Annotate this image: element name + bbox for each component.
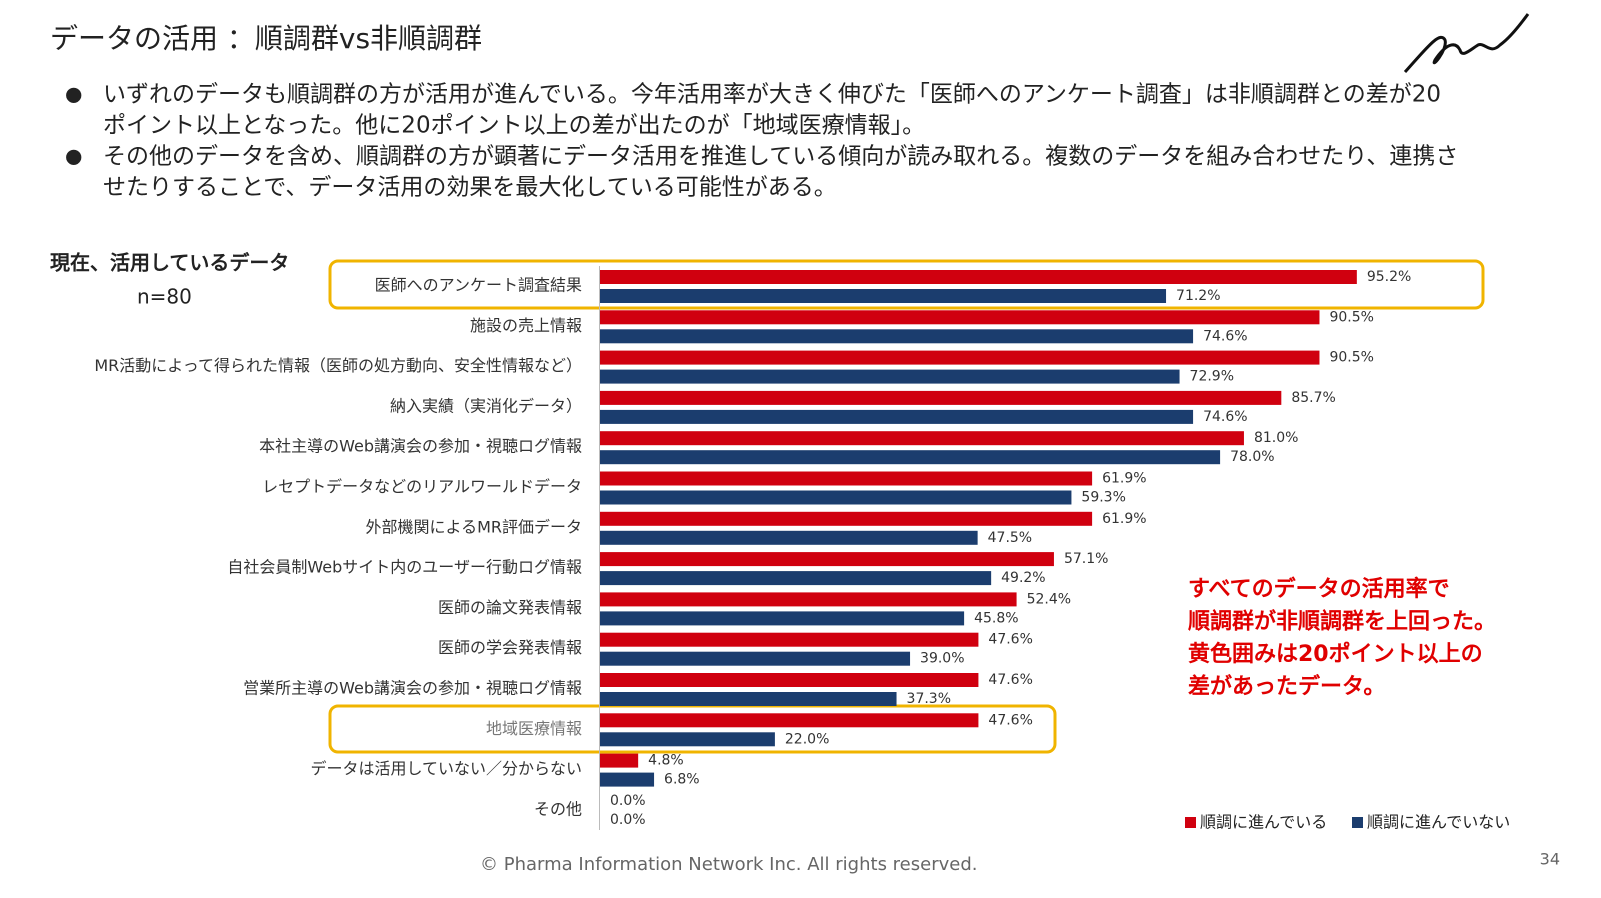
- bar: [600, 369, 1180, 384]
- category-label: 医師の学会発表情報: [438, 638, 582, 657]
- value-label: 49.2%: [1001, 570, 1045, 586]
- bar: [600, 651, 911, 666]
- value-label: 47.5%: [988, 530, 1032, 546]
- value-label: 47.6%: [988, 712, 1032, 728]
- legend-label: 順調に進んでいる: [1200, 813, 1327, 832]
- value-label: 90.5%: [1329, 350, 1373, 366]
- category-label: 外部機関によるMR評価データ: [366, 517, 582, 536]
- category-label: 医師の論文発表情報: [438, 598, 582, 617]
- legend-label: 順調に進んでいない: [1367, 813, 1510, 832]
- bar: [600, 753, 639, 768]
- legend-swatch: [1185, 817, 1196, 828]
- bar: [600, 552, 1054, 567]
- bar: [600, 289, 1167, 303]
- value-label: 61.9%: [1102, 511, 1146, 527]
- chart-title: 現在、活用しているデータ: [50, 251, 289, 275]
- bar: [600, 592, 1017, 607]
- logo: [1403, 13, 1530, 74]
- highlight-box: [328, 259, 1485, 310]
- value-label: 78.0%: [1230, 449, 1274, 465]
- category-label: 施設の売上情報: [470, 316, 582, 335]
- page-number: 34: [1540, 850, 1560, 869]
- bullet-symbol: ●: [65, 144, 82, 168]
- bullet-text: いずれのデータも順調群の方が活用が進んでいる。今年活用率が大きく伸びた「医師への…: [103, 82, 1441, 108]
- bar: [600, 511, 1093, 526]
- bar: [600, 611, 965, 626]
- bar: [600, 571, 992, 586]
- slide-title: データの活用 ：順調群vs非順調群: [50, 22, 482, 55]
- category-label: 納入実績（実消化データ）: [390, 396, 582, 415]
- value-label: 39.0%: [920, 651, 964, 667]
- category-label: 地域医療情報: [486, 719, 582, 738]
- annotation: すべてのデータの活用率で: [1188, 576, 1450, 602]
- bar: [600, 450, 1221, 465]
- bullet-text: せたりすることで、データ活用の効果を最大化している可能性がある。: [103, 175, 837, 201]
- bar: [600, 350, 1320, 365]
- value-label: 22.0%: [785, 731, 829, 747]
- category-label: MR活動によって得られた情報（医師の処方動向、安全性情報など）: [94, 356, 582, 375]
- bar: [600, 530, 978, 545]
- bar: [600, 431, 1244, 446]
- bullet-symbol: ●: [65, 82, 82, 106]
- bar: [600, 270, 1357, 284]
- bar: [600, 329, 1194, 344]
- value-label: 52.4%: [1027, 591, 1071, 607]
- bar: [600, 732, 775, 747]
- value-label: 4.8%: [648, 753, 684, 769]
- chart-subtitle: n=80: [137, 285, 192, 309]
- value-label: 71.2%: [1176, 288, 1220, 304]
- value-label: 57.1%: [1064, 551, 1108, 567]
- value-label: 61.9%: [1102, 471, 1146, 487]
- bar: [600, 713, 979, 728]
- bar: [600, 632, 979, 647]
- annotation: 順調群が非順調群を上回った。: [1188, 609, 1496, 635]
- value-label: 6.8%: [664, 772, 700, 788]
- bar: [600, 310, 1320, 325]
- bar: [600, 673, 979, 687]
- value-label: 85.7%: [1291, 390, 1335, 406]
- category-label: 営業所主導のWeb講演会の参加・視聴ログ情報: [243, 679, 582, 698]
- bullet-text: ポイント以上となった。他に20ポイント以上の差が出たのが「地域医療情報」。: [103, 113, 925, 139]
- category-label: 医師へのアンケート調査結果: [375, 276, 582, 295]
- value-label: 81.0%: [1254, 430, 1298, 446]
- bar: [600, 409, 1194, 424]
- value-label: 0.0%: [610, 793, 646, 809]
- category-label: その他: [534, 799, 582, 818]
- value-label: 47.6%: [988, 672, 1032, 688]
- legend-swatch: [1352, 817, 1363, 828]
- value-label: 74.6%: [1203, 409, 1247, 425]
- bar: [600, 490, 1072, 505]
- bar: [600, 692, 897, 706]
- footer: © Pharma Information Network Inc. All ri…: [480, 854, 977, 875]
- value-label: 0.0%: [610, 812, 646, 828]
- value-label: 59.3%: [1081, 490, 1125, 506]
- bullet-text: その他のデータを含め、順調群の方が顕著にデータ活用を推進している傾向が読み取れる…: [103, 144, 1458, 170]
- value-label: 90.5%: [1329, 309, 1373, 325]
- value-label: 37.3%: [907, 691, 951, 707]
- annotation: 黄色囲みは20ポイント以上の: [1188, 641, 1483, 667]
- value-label: 72.9%: [1190, 369, 1234, 385]
- bar: [600, 471, 1093, 486]
- value-label: 95.2%: [1367, 269, 1411, 285]
- category-label: 本社主導のWeb講演会の参加・視聴ログ情報: [259, 437, 582, 456]
- category-label: データは活用していない／分からない: [310, 759, 582, 778]
- bar: [600, 772, 655, 787]
- category-label: レセプトデータなどのリアルワールドデータ: [262, 477, 582, 496]
- bar: [600, 390, 1282, 405]
- annotation: 差があったデータ。: [1188, 674, 1385, 700]
- value-label: 45.8%: [974, 610, 1018, 626]
- value-label: 47.6%: [988, 632, 1032, 648]
- value-label: 74.6%: [1203, 328, 1247, 344]
- category-label: 自社会員制Webサイト内のユーザー行動ログ情報: [227, 558, 582, 577]
